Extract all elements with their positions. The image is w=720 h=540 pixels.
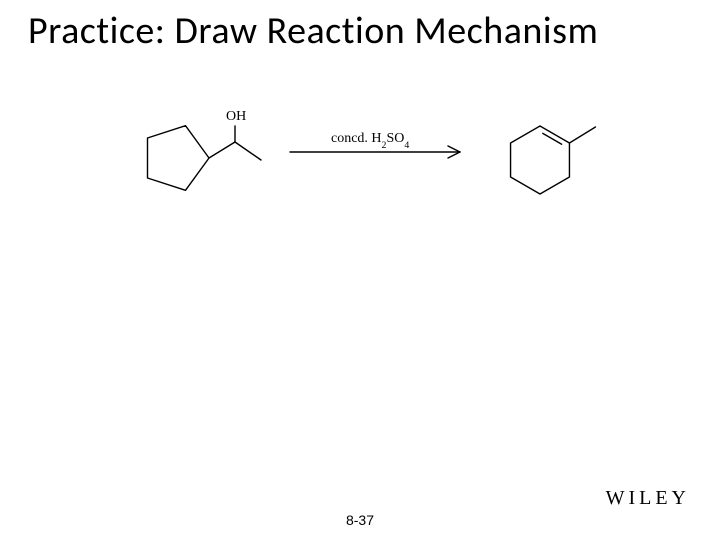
reaction-scheme: OH concd. H2SO4 <box>120 70 640 210</box>
oh-label: OH <box>226 109 246 124</box>
publisher-logo: WILEY <box>606 487 690 510</box>
slide-title: Practice: Draw Reaction Mechanism <box>28 8 598 54</box>
reagent-label: concd. H2SO4 <box>331 131 409 151</box>
page-number: 8-37 <box>346 512 374 528</box>
